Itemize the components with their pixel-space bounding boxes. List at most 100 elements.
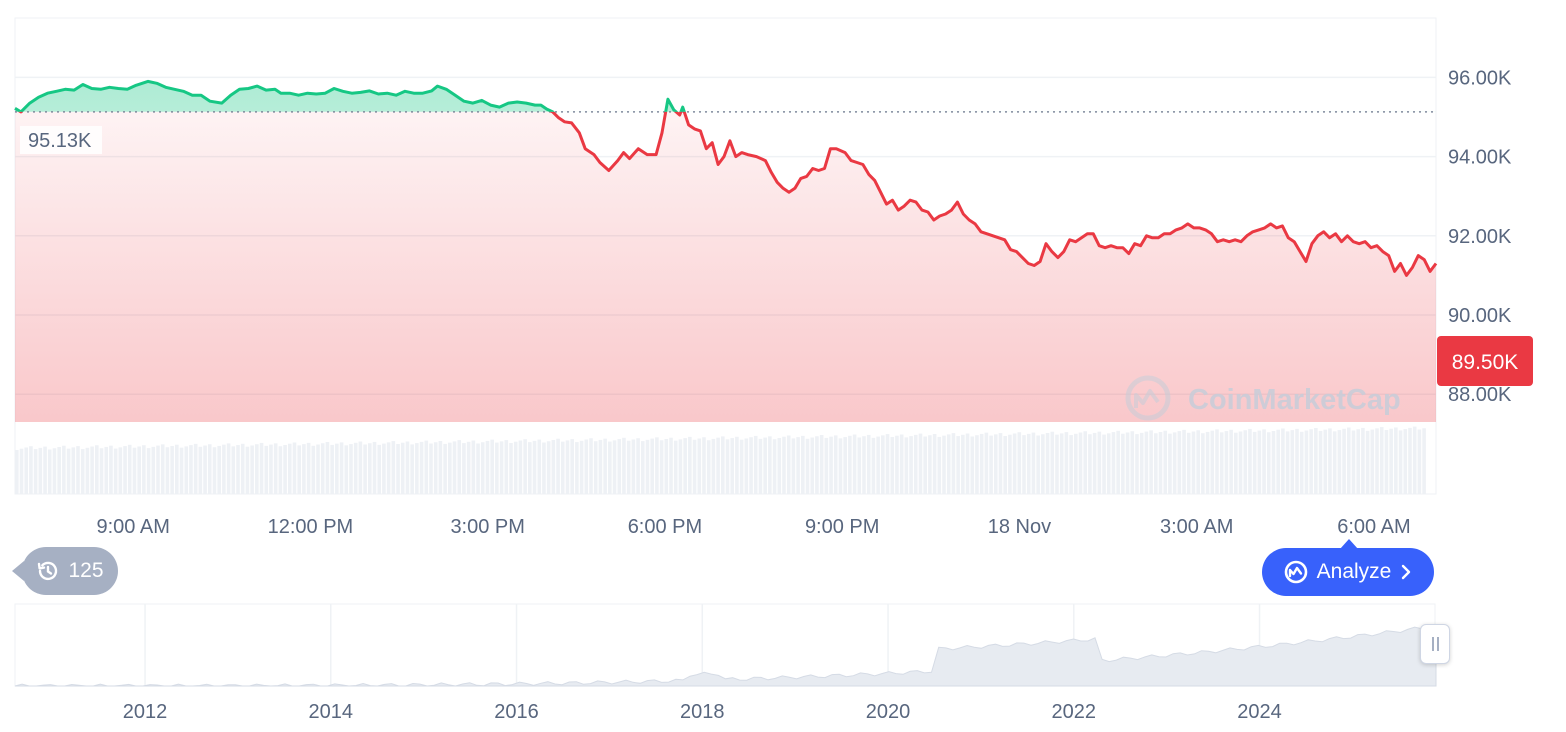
volume-bar	[876, 436, 880, 494]
volume-bar	[984, 432, 989, 494]
volume-bar	[721, 436, 725, 494]
analyze-label: Analyze	[1316, 560, 1392, 583]
volume-bar	[650, 438, 654, 494]
volume-bar	[1017, 432, 1022, 494]
volume-bar	[946, 434, 951, 494]
volume-bar	[15, 450, 19, 494]
volume-bar	[1168, 433, 1172, 494]
volume-bar	[353, 442, 358, 494]
volume-bar	[673, 440, 678, 494]
volume-bar	[598, 439, 603, 494]
volume-bar	[1276, 429, 1280, 494]
volume-bar	[659, 440, 664, 494]
brush-tick-label: 2018	[680, 701, 725, 723]
volume-bar	[471, 440, 476, 494]
volume-bar	[556, 438, 560, 494]
volume-bar	[95, 445, 99, 494]
volume-bar	[198, 446, 203, 494]
volume-bar	[1078, 432, 1083, 494]
volume-bar	[302, 444, 306, 494]
volume-bar	[932, 434, 937, 494]
volume-bar	[1003, 436, 1007, 494]
history-count: 125	[68, 559, 104, 582]
volume-bar	[1106, 433, 1111, 494]
volume-bar	[368, 443, 372, 494]
history-button[interactable]: 125	[12, 547, 118, 595]
volume-bar	[255, 444, 259, 494]
x-tick-label: 6:00 PM	[628, 516, 702, 538]
volume-bar	[1041, 434, 1045, 494]
volume-bar	[881, 435, 885, 494]
volume-bar	[768, 436, 772, 494]
volume-bar	[1008, 434, 1012, 494]
volume-bar	[1158, 432, 1163, 494]
volume-bar	[1248, 428, 1252, 494]
volume-bar	[160, 444, 165, 494]
volume-bar	[1210, 430, 1215, 494]
reference-label: 95.13K	[28, 130, 92, 152]
volume-bar	[273, 443, 278, 494]
time-range-brush[interactable]	[14, 603, 1437, 687]
price-area	[15, 81, 1436, 422]
volume-bar	[509, 443, 513, 494]
volume-bar	[438, 441, 443, 494]
volume-bar	[142, 445, 146, 494]
volume-bar	[1055, 434, 1059, 494]
volume-bar	[1097, 431, 1102, 494]
volume-bar	[819, 435, 824, 494]
volume-bar	[678, 439, 683, 494]
volume-bar	[287, 443, 292, 494]
volume-bar	[1036, 435, 1040, 494]
volume-bar	[593, 441, 598, 494]
volume-bar	[132, 447, 137, 494]
volume-bar	[429, 443, 433, 494]
volume-bar	[848, 435, 852, 494]
volume-bar	[777, 438, 782, 494]
volume-bar	[702, 437, 706, 494]
volume-bar	[264, 445, 269, 494]
volume-bar	[1149, 430, 1153, 494]
volume-bar	[1205, 431, 1210, 494]
watermark-text: CoinMarketCap	[1188, 384, 1401, 416]
volume-bar	[975, 435, 979, 494]
volume-bar	[29, 446, 33, 494]
volume-bar	[711, 438, 716, 494]
volume-bar	[344, 445, 349, 494]
volume-bar	[170, 446, 174, 494]
volume-bar	[871, 437, 876, 494]
volume-bar	[1323, 429, 1328, 494]
coinmarketcap-icon	[1283, 559, 1309, 585]
volume-bar	[19, 448, 24, 494]
brush-area	[14, 623, 1437, 687]
volume-bar	[259, 442, 264, 494]
y-tick-label: 90.00K	[1448, 305, 1512, 327]
volume-bar	[838, 438, 843, 494]
volume-bar	[725, 439, 730, 494]
volume-bar	[231, 446, 236, 494]
volume-bar	[207, 444, 212, 494]
brush-tick-label: 2014	[309, 701, 354, 723]
volume-bar	[504, 440, 509, 494]
volume-bar	[862, 436, 866, 494]
area-above-reference	[15, 81, 685, 112]
volume-bar	[688, 436, 692, 494]
volume-bar	[90, 446, 94, 494]
volume-bar	[1045, 433, 1050, 494]
volume-bar	[47, 449, 52, 494]
volume-bar	[645, 439, 650, 494]
volume-bar	[956, 436, 960, 494]
volume-bar	[297, 445, 301, 494]
volume-bar	[24, 447, 29, 494]
volume-bar	[866, 434, 871, 494]
volume-bar	[1092, 432, 1097, 494]
volume-bar	[1290, 430, 1295, 494]
volume-bar	[575, 442, 579, 494]
volume-bar	[1088, 434, 1092, 494]
brush-drag-handle[interactable]	[1420, 624, 1450, 664]
analyze-button[interactable]: Analyze	[1262, 539, 1434, 596]
volume-bar	[796, 437, 800, 494]
volume-bar	[109, 445, 113, 494]
volume-bar	[1379, 427, 1384, 494]
volume-bar	[589, 438, 593, 494]
volume-bar	[325, 442, 330, 494]
